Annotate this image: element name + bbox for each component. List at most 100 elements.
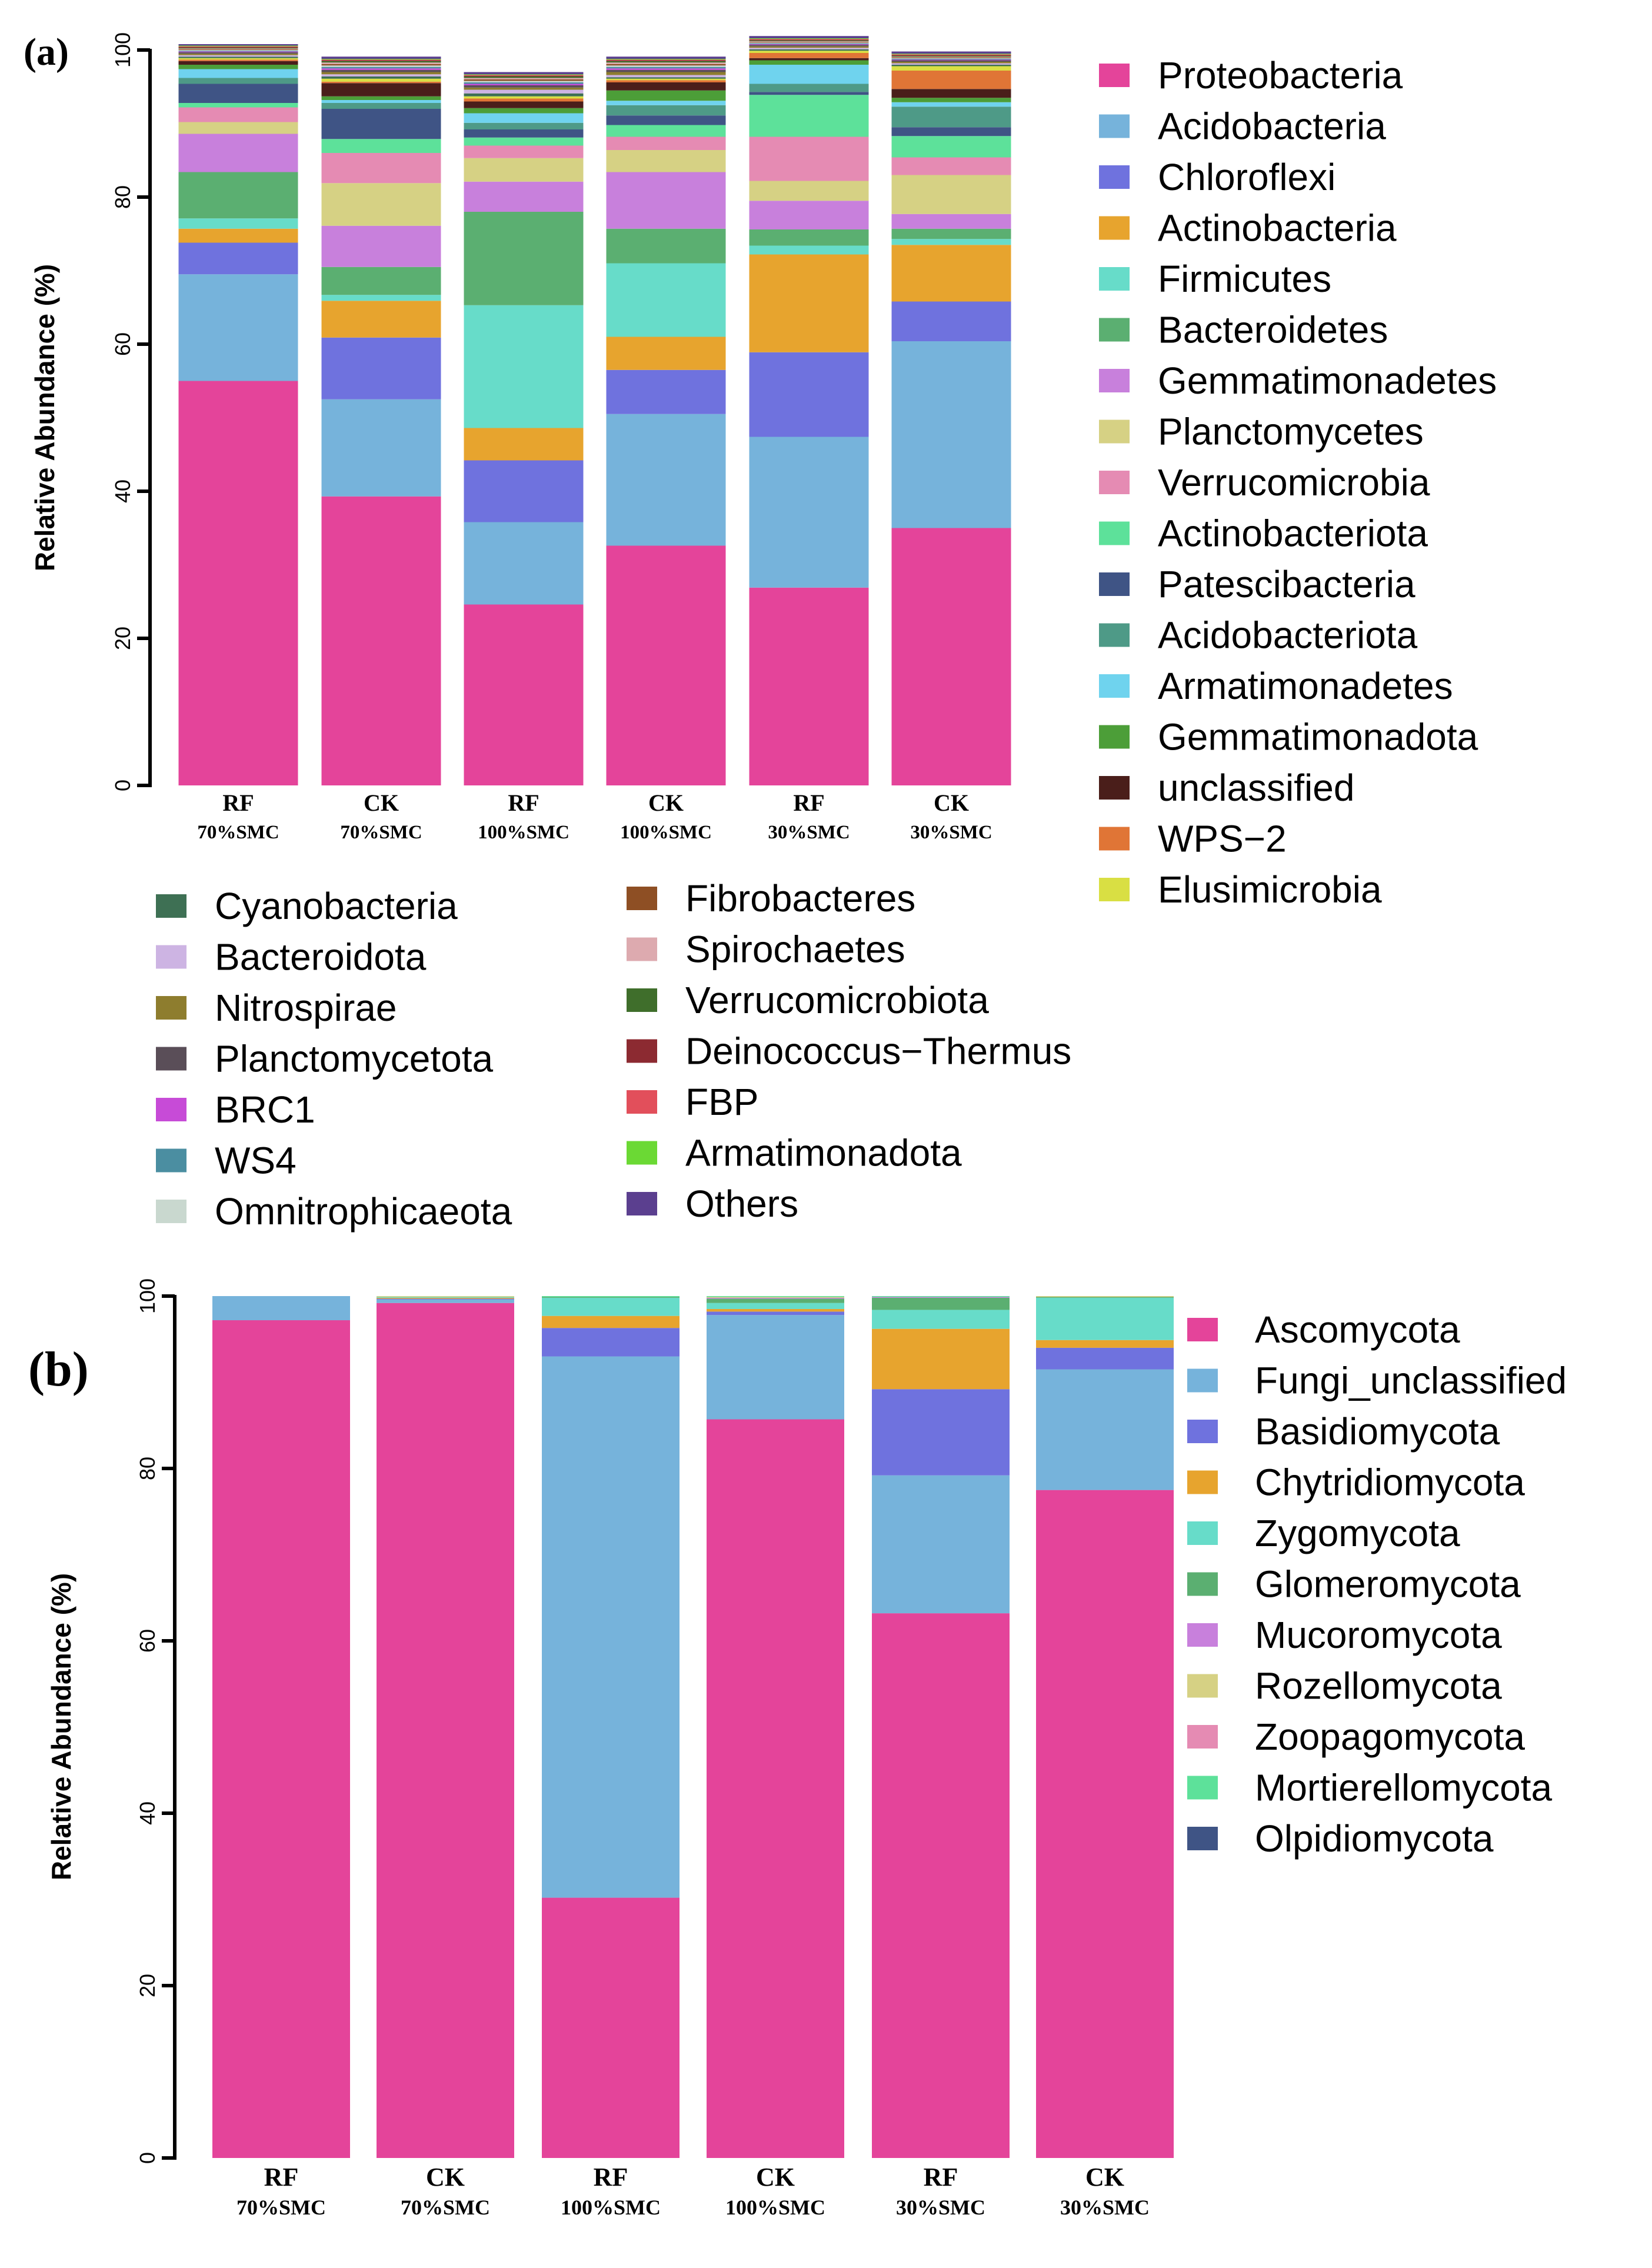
bar-segment-actinobacteriota	[464, 137, 584, 146]
bar-segment-fungi-unclassified	[542, 1356, 680, 1898]
bar-segment-firmicutes	[178, 218, 298, 229]
bar-segment-wps-2	[321, 81, 441, 84]
bar-segment-actinobacteria	[321, 301, 441, 338]
bar-segment-bacteroidota	[606, 75, 726, 78]
bar-segment-brc1	[464, 84, 584, 85]
legend-bacteroidetes-label: Bacteroidetes	[1158, 309, 1388, 351]
y-axis-title: Relative Abundance (%)	[46, 1573, 76, 1880]
legend-cyanobacteria-swatch	[156, 894, 186, 918]
legend-acidobacteria-swatch	[1099, 114, 1130, 138]
category-sublabel: 70%SMC	[197, 822, 279, 843]
bar-segment-basidiomycota	[707, 1311, 844, 1315]
legend-zygomycota-swatch	[1187, 1521, 1218, 1545]
bar-segment-armatimonadota	[749, 38, 869, 39]
bar-segment-elusimicrobia	[178, 58, 298, 60]
legend-fungi-unclassified-swatch	[1187, 1368, 1218, 1393]
bar-segment-planctomycetota	[464, 85, 584, 88]
bar-segment-acidobacteria	[891, 341, 1011, 528]
bar-segment-spirochaetes	[464, 78, 584, 79]
bar-segment-chloroflexi	[321, 337, 441, 399]
legend-gemmatimonadetes-label: Gemmatimonadetes	[1158, 359, 1497, 402]
legend-chytridiomycota-label: Chytridiomycota	[1255, 1461, 1525, 1504]
bar-segment-nitrospirae	[606, 72, 726, 75]
legend-planctomycetota-label: Planctomycetota	[215, 1038, 494, 1080]
legend-others-label: Others	[685, 1183, 798, 1225]
bar-segment-omnitrophicaeota	[178, 50, 298, 51]
bar-segment-nitrospirae	[891, 62, 1011, 64]
bar-segment-acidobacteria	[749, 437, 869, 588]
bar-segment-fungi-unclassified	[1036, 1369, 1174, 1490]
bar-segment-omnitrophicaeota	[749, 42, 869, 44]
bar-segment-proteobacteria	[606, 545, 726, 785]
bar-segment-acidobacteria	[464, 522, 584, 605]
bar-segment-cyanobacteria	[178, 56, 298, 58]
bar-segment-planctomycetes	[606, 150, 726, 172]
bar-segment-patescibacteria	[749, 92, 869, 95]
bar-segment-patescibacteria	[464, 129, 584, 138]
legend-planctomycetes-swatch	[1099, 419, 1130, 444]
legend-actinobacteriota-label: Actinobacteriota	[1158, 512, 1428, 555]
bar-segment-gemmatimonadota	[891, 98, 1011, 102]
bar-segment-deinococcus-thermus	[891, 55, 1011, 56]
panel-a-bacteria-chart: RF 70%SMC CK 70%SMC RF 100%SMC CK 100%SMC RF 30%S…	[24, 31, 1497, 1233]
legend-omnitrophicaeota-label: Omnitrophicaeota	[215, 1190, 512, 1233]
panel-label: (b)	[28, 1342, 89, 1397]
bar-segment-bacteroidota	[749, 48, 869, 49]
bar-segment-gemmatimonadetes	[749, 201, 869, 229]
bar-segment-cyanobacteria	[464, 93, 584, 96]
bar-segment-planctomycetes	[891, 175, 1011, 214]
legend-armatimonadota-swatch	[627, 1141, 657, 1165]
bar-segment-gemmatimonadota	[606, 90, 726, 101]
bar-segment-bacteroidota	[464, 89, 584, 94]
bar-segment-zygomycota	[707, 1303, 844, 1309]
bar-segment-ascomycota	[872, 1613, 1010, 2158]
bar-segment-elusimicrobia	[606, 78, 726, 81]
legend-olpidiomycota-swatch	[1187, 1827, 1218, 1850]
y-axis-title: Relative Abundance (%)	[29, 264, 60, 571]
bar-segment-verrucomicrobiota	[606, 61, 726, 63]
bar-segment-chytridiomycota	[542, 1315, 680, 1328]
bar-segment-unclassified	[606, 82, 726, 91]
bar-segment-glomeromycota	[707, 1298, 844, 1303]
category-sublabel: 30%SMC	[910, 822, 992, 843]
bar-segment-chytridiomycota	[1036, 1340, 1174, 1348]
bar-segment-patescibacteria	[321, 109, 441, 139]
bar-segment-planctomycetota	[749, 45, 869, 46]
y-tick-label: 80	[111, 185, 135, 209]
bar-segment-spirochaetes	[606, 62, 726, 64]
legend-proteobacteria-label: Proteobacteria	[1158, 54, 1403, 96]
legend-armatimonadetes-swatch	[1099, 674, 1130, 698]
bar-segment-deinococcus-thermus	[178, 47, 298, 48]
bar-segment-elusimicrobia	[321, 78, 441, 82]
legend-bacteroidota-label: Bacteroidota	[215, 936, 427, 978]
category-label: RF	[508, 790, 539, 816]
bar-segment-chytridiomycota	[872, 1328, 1010, 1390]
bar-segment-verrucomicrobia	[891, 157, 1011, 175]
bar-segment-patescibacteria	[606, 115, 726, 125]
category-sublabel: 100%SMC	[620, 822, 712, 843]
bar-segment-spirochaetes	[749, 41, 869, 42]
bar-segment-verrucomicrobiota	[321, 61, 441, 63]
category-label: RF	[924, 2163, 958, 2192]
y-tick-label: 100	[111, 32, 135, 68]
bar-segment-others	[178, 44, 298, 46]
legend-deinococcus-thermus-swatch	[627, 1039, 657, 1063]
bar-segment-fbp	[464, 75, 584, 76]
bar-segment-rozellomycota	[1036, 1296, 1174, 1297]
bar-segment-brc1	[891, 59, 1011, 61]
bar-segment-planctomycetes	[178, 122, 298, 134]
category-label: RF	[264, 2163, 299, 2192]
bar-segment-unclassified	[749, 58, 869, 61]
bar-segment-omnitrophicaeota	[606, 65, 726, 67]
bar-segment-others	[464, 72, 584, 75]
legend-ws4-label: WS4	[215, 1140, 297, 1182]
bar-segment-bacteroidota	[178, 55, 298, 57]
bar-segment-proteobacteria	[749, 587, 869, 785]
bar-segment-fbp	[606, 59, 726, 61]
bar-segment-ascomycota	[1036, 1490, 1174, 2158]
bar-segment-acidobacteriota	[749, 84, 869, 92]
bar-segment-firmicutes	[891, 239, 1011, 245]
bar-segment-armatimonadetes	[606, 101, 726, 105]
bar-segment-ascomycota	[707, 1419, 844, 2158]
